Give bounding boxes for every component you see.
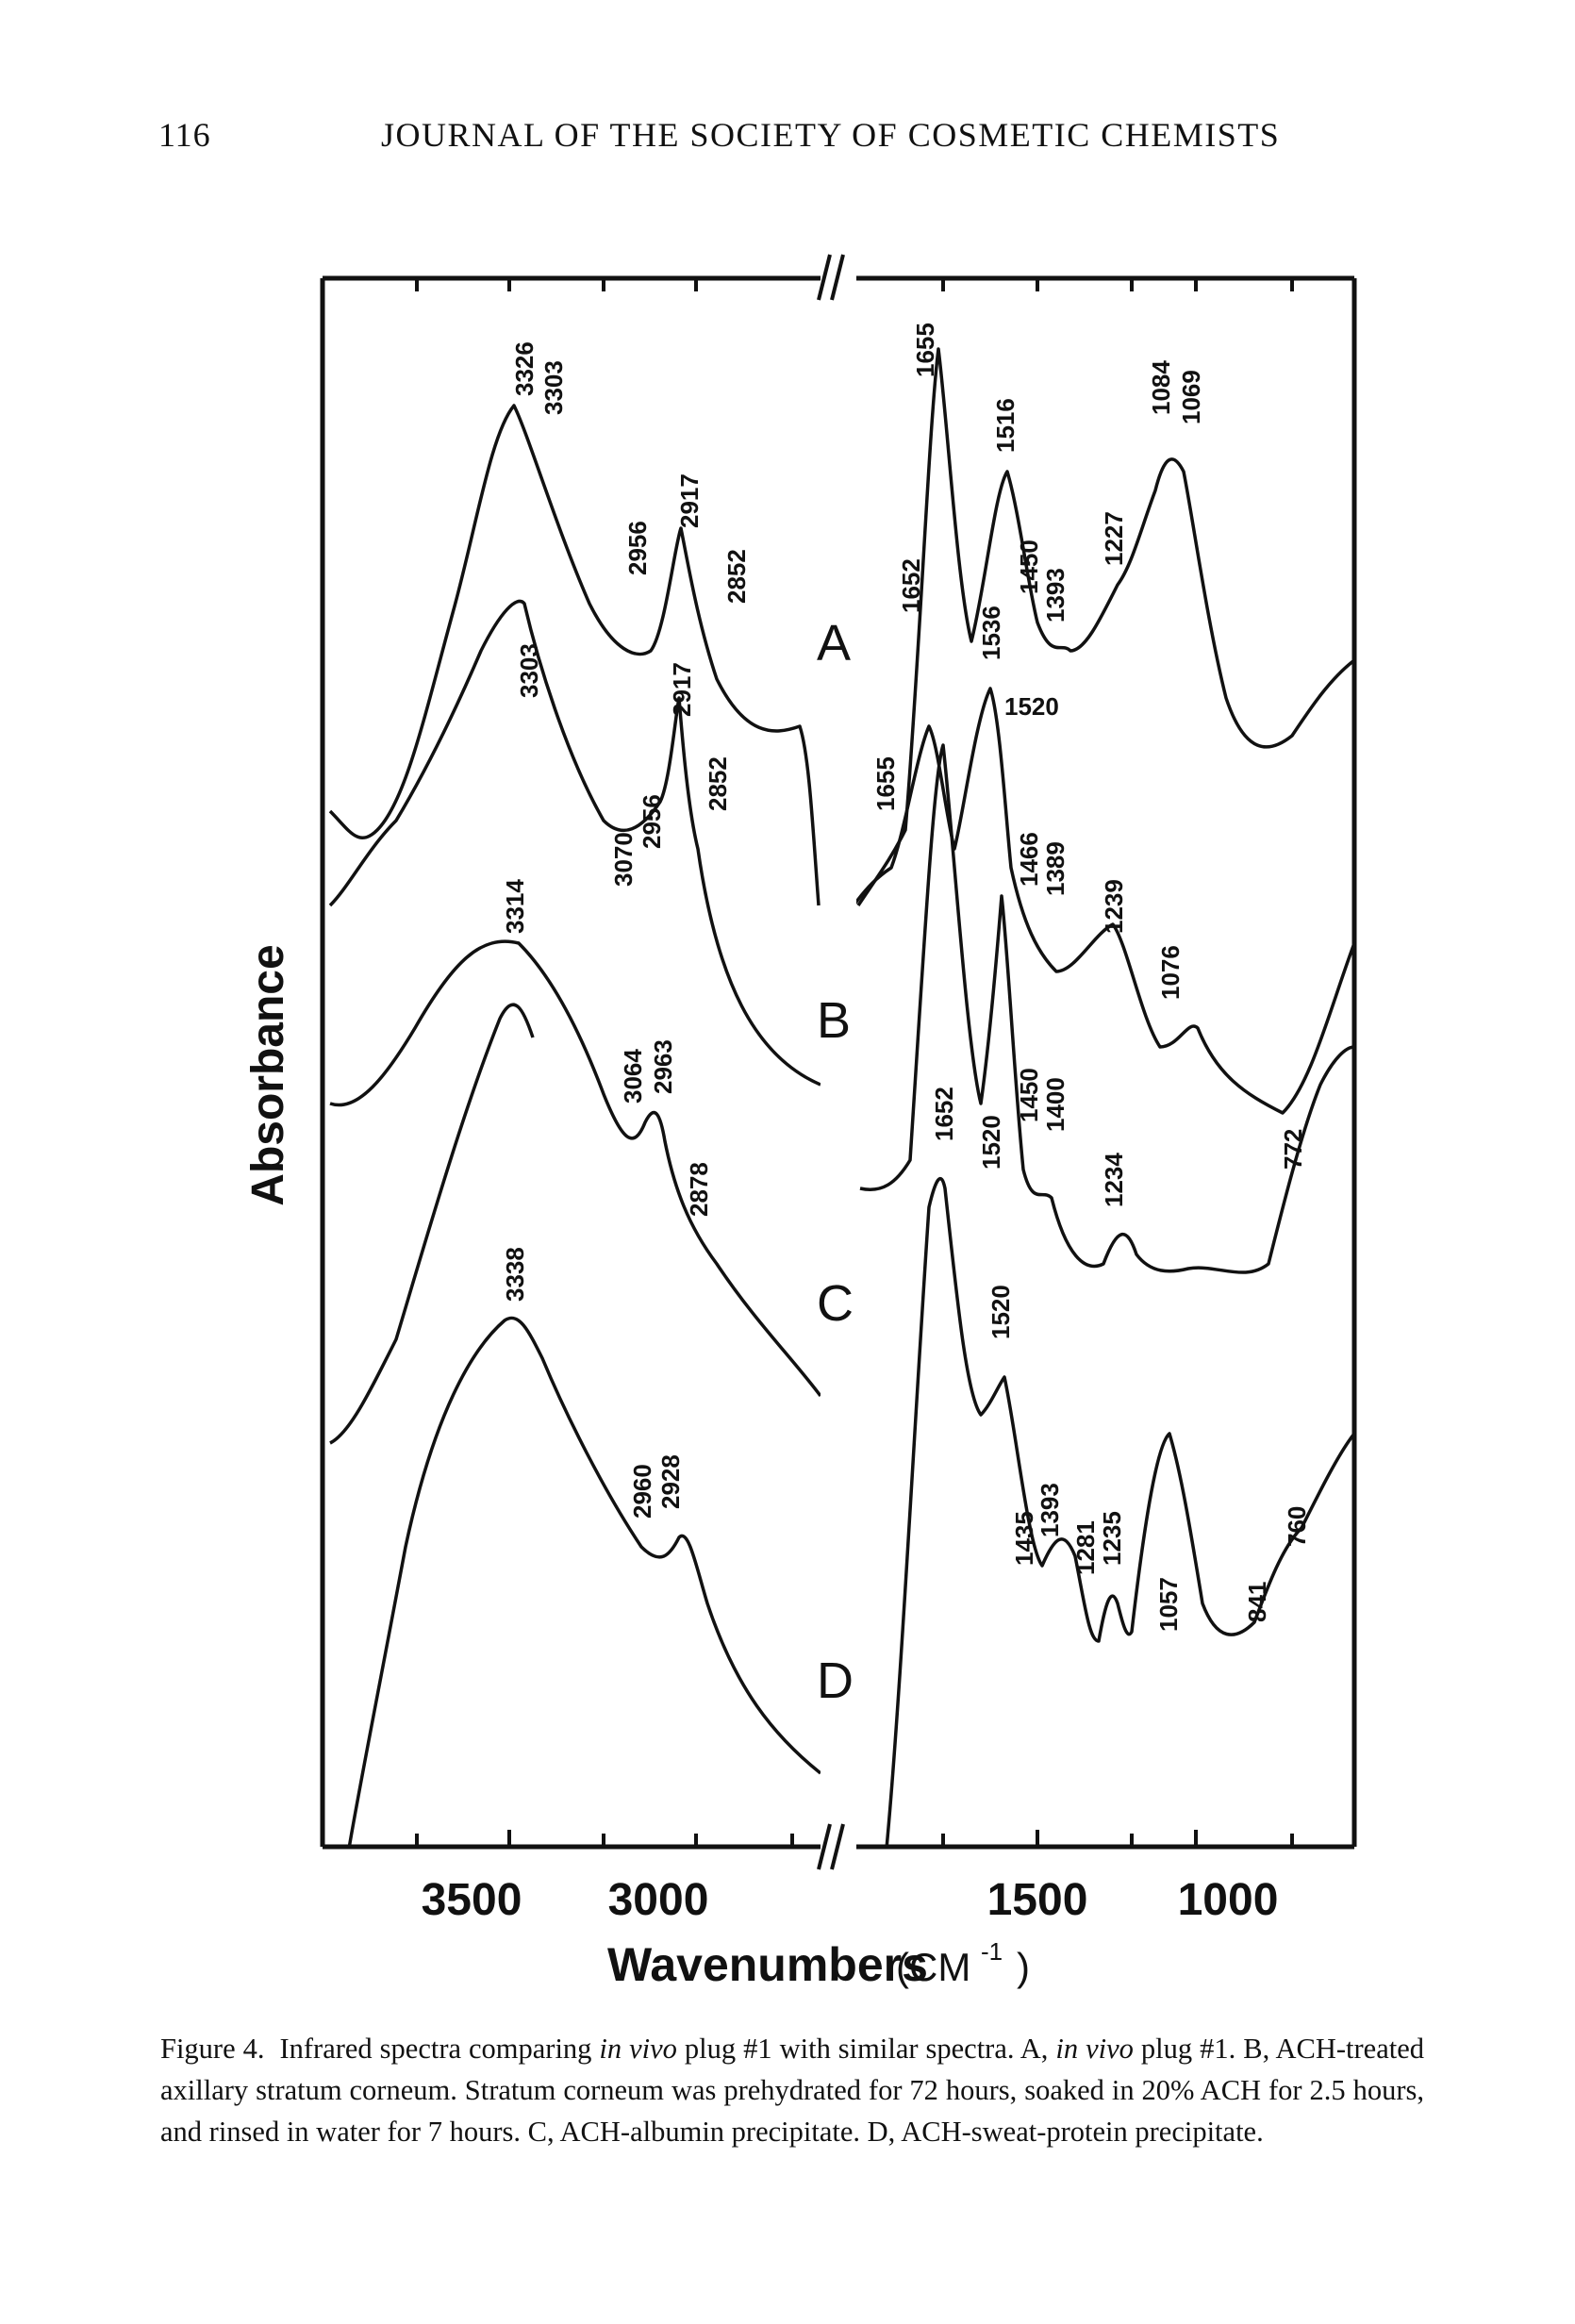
spectrum-a-left xyxy=(328,404,821,906)
peak-b-2956: 2956 xyxy=(638,794,666,849)
peak-a-1393: 1393 xyxy=(1041,568,1069,622)
journal-title: JOURNAL OF THE SOCIETY OF COSMETIC CHEMI… xyxy=(381,116,1281,154)
figure-caption-text-3: plug #1. B, ACH-treated axillary stratum… xyxy=(160,2033,1425,2148)
x-axis-unit-superscript: -1 xyxy=(981,1937,1003,1966)
plot-frame xyxy=(320,275,1357,1850)
x-axis-label: Wavenumbers xyxy=(607,1938,928,1991)
spectrum-b-right xyxy=(856,687,1354,1115)
peak-d-1235: 1235 xyxy=(1098,1511,1126,1566)
peak-a-1652: 1652 xyxy=(897,558,925,613)
peak-b-3070: 3070 xyxy=(609,832,638,887)
peak-b-3303: 3303 xyxy=(515,643,543,698)
peak-c-1234: 1234 xyxy=(1100,1153,1128,1207)
peak-a-1516: 1516 xyxy=(991,398,1020,453)
peak-c-772: 772 xyxy=(1279,1129,1307,1170)
page-number: 116 xyxy=(158,116,211,154)
peak-a-3326: 3326 xyxy=(510,341,539,396)
x-tick-3000: 3000 xyxy=(608,1875,709,1925)
peak-c-2878: 2878 xyxy=(685,1162,713,1217)
peak-c-2963: 2963 xyxy=(649,1039,677,1094)
peak-d-1281: 1281 xyxy=(1071,1520,1100,1575)
peak-c-3314: 3314 xyxy=(501,879,529,934)
peak-c-3064: 3064 xyxy=(619,1049,647,1104)
curve-label-c: C xyxy=(817,1275,854,1332)
curve-label-d: D xyxy=(817,1652,854,1709)
y-axis-label: Absorbance xyxy=(243,944,293,1205)
figure-caption-emphasis-2: in vivo xyxy=(1055,2033,1134,2065)
peak-b-1076: 1076 xyxy=(1156,945,1185,1000)
peak-a-2956: 2956 xyxy=(623,521,652,575)
peak-a-1069: 1069 xyxy=(1177,370,1205,424)
peak-a-1536: 1536 xyxy=(977,606,1005,660)
peak-d-1393: 1393 xyxy=(1036,1483,1064,1537)
figure-caption-label: Figure 4. xyxy=(160,2033,265,2065)
peak-b-1520: 1520 xyxy=(1004,692,1059,721)
peak-c-1652: 1652 xyxy=(930,1087,958,1141)
peak-d-1520: 1520 xyxy=(986,1285,1015,1339)
peak-d-2960: 2960 xyxy=(628,1464,656,1519)
spectrum-c-left xyxy=(329,939,821,1398)
figure-caption: Figure 4. Infrared spectra comparing in … xyxy=(160,2028,1424,2152)
curve-label-a: A xyxy=(817,615,851,672)
x-ticks xyxy=(415,278,1294,1847)
peak-d-760: 760 xyxy=(1283,1506,1311,1547)
peak-b-2917: 2917 xyxy=(668,662,696,717)
figure-caption-emphasis-1: in vivo xyxy=(599,2033,677,2065)
peak-c-1520: 1520 xyxy=(977,1115,1005,1170)
peak-a-2852: 2852 xyxy=(722,549,751,604)
peak-a-1655: 1655 xyxy=(911,323,939,377)
peak-b-1655: 1655 xyxy=(871,756,900,811)
peak-c-1400: 1400 xyxy=(1041,1077,1069,1132)
figure-caption-text-1: Infrared spectra comparing xyxy=(279,2033,592,2065)
spectrum-a-right xyxy=(856,347,1354,906)
peak-b-2852: 2852 xyxy=(704,756,732,811)
spectrum-d-left xyxy=(347,1316,821,1849)
spectrum-c-right xyxy=(859,743,1354,1274)
curve-label-b: B xyxy=(817,992,851,1049)
x-axis-unit: (CM xyxy=(896,1945,970,1989)
peak-b-1389: 1389 xyxy=(1041,841,1069,896)
peak-d-2928: 2928 xyxy=(656,1454,685,1509)
spectrum-c-left-tail xyxy=(329,1003,535,1445)
page-header: 116 JOURNAL OF THE SOCIETY OF COSMETIC C… xyxy=(158,115,1422,162)
peak-a-1227: 1227 xyxy=(1100,511,1128,566)
spectrum-d-right xyxy=(885,1176,1354,1849)
axis-break-marks xyxy=(817,254,845,1870)
peak-d-3338: 3338 xyxy=(501,1247,529,1302)
peak-a-2917: 2917 xyxy=(675,473,704,528)
x-tick-3500: 3500 xyxy=(422,1875,522,1925)
peak-d-1057: 1057 xyxy=(1154,1577,1183,1632)
peak-a-1450: 1450 xyxy=(1015,540,1043,594)
peak-d-841: 841 xyxy=(1243,1582,1271,1622)
spectrum-b-left xyxy=(328,599,821,1087)
peak-a-1084: 1084 xyxy=(1147,360,1175,415)
peak-b-1239: 1239 xyxy=(1100,879,1128,934)
x-tick-1500: 1500 xyxy=(987,1875,1088,1925)
x-axis-unit-close: ) xyxy=(1017,1945,1030,1989)
peak-c-1450: 1450 xyxy=(1015,1068,1043,1122)
x-tick-1000: 1000 xyxy=(1178,1875,1279,1925)
peak-d-1435: 1435 xyxy=(1010,1511,1038,1566)
peak-a-3303: 3303 xyxy=(539,360,568,415)
peak-b-1466: 1466 xyxy=(1015,832,1043,887)
figure-caption-text-2: plug #1 with similar spectra. A, xyxy=(684,2033,1049,2065)
